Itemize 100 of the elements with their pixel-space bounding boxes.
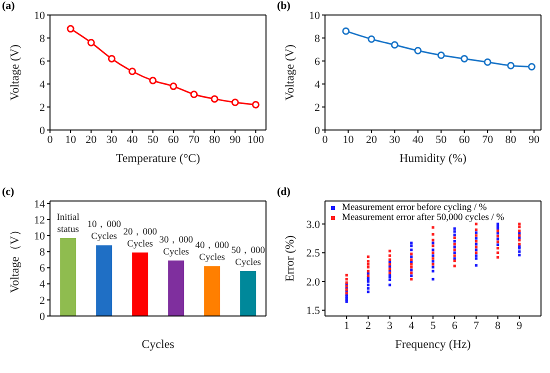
x-tick-label: 80 bbox=[505, 134, 517, 146]
y-tick-label: 0 bbox=[40, 124, 46, 137]
point bbox=[108, 54, 116, 62]
point bbox=[432, 257, 434, 260]
point bbox=[460, 54, 468, 62]
point bbox=[518, 222, 521, 226]
point bbox=[453, 260, 456, 262]
x-tick-label: 9 bbox=[516, 320, 523, 332]
x-tick-label: 10 bbox=[65, 134, 77, 146]
point bbox=[518, 234, 521, 237]
x-tick-label: 90 bbox=[230, 134, 242, 146]
y-tick-label: 2.5 bbox=[306, 248, 320, 260]
point bbox=[474, 246, 478, 248]
bar bbox=[96, 245, 112, 316]
point bbox=[453, 242, 456, 246]
y-tick-label: 6 bbox=[40, 56, 46, 68]
point bbox=[66, 25, 74, 33]
point bbox=[231, 98, 239, 106]
point bbox=[366, 270, 370, 272]
legend-label: Measurement error after 50,000 cycles / % bbox=[342, 213, 504, 223]
point bbox=[507, 62, 515, 70]
x-tick-label: 40 bbox=[126, 134, 138, 146]
point bbox=[474, 228, 478, 232]
x-tick-label: 40，000 Cycles bbox=[195, 241, 230, 264]
point bbox=[410, 262, 413, 266]
point bbox=[432, 262, 434, 266]
point bbox=[496, 251, 500, 254]
point bbox=[496, 256, 500, 259]
point bbox=[149, 76, 157, 84]
x-tick-label: 6 bbox=[452, 320, 458, 332]
point bbox=[432, 238, 434, 242]
x-tick-label: 2 bbox=[365, 320, 371, 332]
point bbox=[496, 234, 500, 238]
point bbox=[366, 260, 370, 263]
point bbox=[474, 222, 478, 226]
point bbox=[410, 258, 413, 261]
x-tick-label: 100 bbox=[247, 134, 264, 146]
chart-title: (d) bbox=[277, 186, 290, 198]
point bbox=[528, 63, 536, 70]
point bbox=[453, 236, 456, 240]
legend-label: Measurement error before cycling / % bbox=[342, 203, 487, 213]
y-tick-label: 12 bbox=[34, 214, 45, 226]
point bbox=[345, 278, 348, 280]
x-axis-title: Humidity (%) bbox=[400, 151, 466, 165]
bar bbox=[240, 270, 256, 316]
point bbox=[432, 244, 434, 248]
y-axis-title: Voltage (V) bbox=[282, 44, 296, 101]
point bbox=[345, 274, 348, 276]
y-tick-label: 2 bbox=[40, 102, 45, 114]
point bbox=[410, 252, 413, 256]
point bbox=[87, 38, 95, 46]
x-tick-label: 60 bbox=[458, 134, 470, 146]
x-tick-label: 7 bbox=[473, 320, 480, 332]
point bbox=[410, 272, 413, 274]
y-tick-label: 6 bbox=[314, 56, 320, 68]
y-tick-label: 0 bbox=[314, 124, 320, 137]
point bbox=[388, 262, 392, 266]
y-tick-label: 4 bbox=[40, 78, 46, 91]
y-tick-label: 8 bbox=[40, 32, 46, 45]
point bbox=[518, 226, 521, 228]
point bbox=[474, 234, 478, 237]
point bbox=[368, 35, 376, 43]
x-tick-label: 30 bbox=[106, 134, 118, 146]
x-tick-label: 60 bbox=[168, 134, 180, 146]
point bbox=[342, 27, 350, 35]
y-tick-label: 14 bbox=[34, 198, 46, 210]
x-tick-label: 70 bbox=[482, 134, 494, 146]
x-tick-label: 90 bbox=[528, 134, 540, 146]
bar bbox=[168, 260, 184, 316]
point bbox=[128, 68, 136, 76]
x-tick-label: 40 bbox=[412, 134, 424, 146]
point bbox=[252, 100, 260, 108]
point bbox=[410, 278, 413, 280]
y-tick-label: 10 bbox=[34, 10, 46, 22]
point bbox=[366, 255, 370, 258]
point bbox=[390, 41, 398, 49]
point bbox=[210, 95, 218, 103]
x-axis-title: Frequency (Hz) bbox=[395, 337, 471, 351]
bar bbox=[204, 266, 220, 316]
point bbox=[388, 254, 392, 257]
x-axis-title: Temperature (°C) bbox=[116, 151, 200, 165]
x-tick-label: 10 bbox=[342, 134, 354, 146]
chart-title: (c) bbox=[2, 186, 14, 198]
x-tick-label: 4 bbox=[408, 320, 415, 332]
x-tick-label: 30 bbox=[389, 134, 401, 146]
point bbox=[453, 248, 456, 252]
y-axis-title: Voltage（V） bbox=[7, 224, 22, 294]
x-tick-label: 70 bbox=[188, 134, 200, 146]
point bbox=[518, 242, 521, 246]
chart-title: (b) bbox=[277, 0, 290, 12]
x-tick-label: 80 bbox=[209, 134, 221, 146]
x-tick-label: 20，000 Cycles bbox=[123, 227, 158, 250]
y-tick-label: 0 bbox=[40, 310, 46, 323]
y-tick-label: 1.5 bbox=[306, 305, 320, 318]
chart-title: (a) bbox=[2, 0, 15, 12]
y-tick-label: 2.0 bbox=[306, 276, 320, 288]
x-tick-label: 50，000 Cycles bbox=[231, 246, 266, 268]
x-axis-title: Cycles bbox=[142, 337, 175, 351]
point bbox=[414, 46, 422, 54]
x-tick-label: 5 bbox=[430, 320, 436, 332]
